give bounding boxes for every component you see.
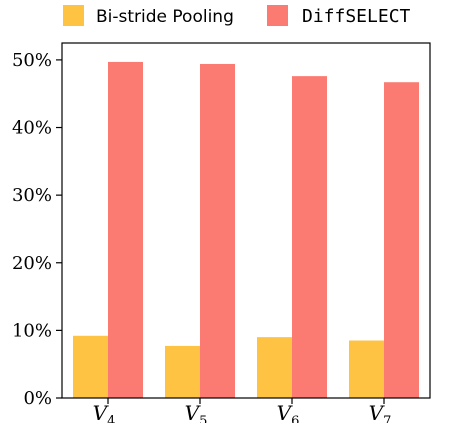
y-axis: 0% 10% 20% 30% 40% 50% (12, 50, 62, 409)
legend-swatch-bi-stride-pooling (63, 5, 84, 26)
y-tick-label: 40% (12, 118, 52, 139)
x-tick-label: V5 (185, 401, 208, 423)
legend-label-diffselect: DiffSELECT (302, 6, 411, 27)
x-tick-label: V6 (277, 401, 300, 423)
bar-diffselect-v5 (200, 63, 235, 398)
bars (73, 61, 419, 398)
x-tick-label: V4 (93, 401, 116, 423)
bar-diffselect-v6 (292, 76, 327, 398)
y-tick-label: 10% (12, 320, 52, 341)
y-tick-label: 0% (23, 388, 52, 409)
bar-diffselect-v4 (108, 61, 143, 398)
y-tick-label: 30% (12, 185, 52, 206)
bar-bi-stride-pooling-v4 (73, 335, 108, 398)
y-tick-label: 20% (12, 253, 52, 274)
legend-swatch-diffselect (267, 5, 288, 26)
bar-diffselect-v7 (384, 82, 419, 398)
x-tick-label: V7 (369, 401, 392, 423)
x-axis: V4 V5 V6 V7 (93, 398, 392, 423)
bar-bi-stride-pooling-v5 (165, 345, 200, 398)
legend: Bi-stride Pooling DiffSELECT (63, 5, 411, 27)
y-tick-label: 50% (12, 50, 52, 71)
plot-frame (61, 42, 431, 399)
legend-label-bi-stride-pooling: Bi-stride Pooling (96, 7, 234, 27)
bar-bi-stride-pooling-v6 (257, 337, 292, 398)
bar-bi-stride-pooling-v7 (349, 340, 384, 398)
